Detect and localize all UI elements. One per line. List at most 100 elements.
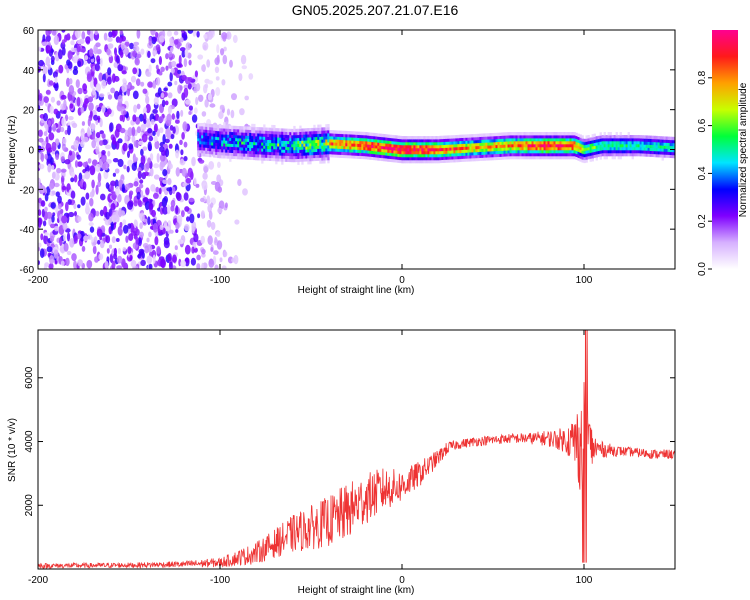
band-cell [489, 148, 492, 152]
noise-cell [190, 257, 196, 266]
band-cell [317, 124, 320, 128]
band-cell [391, 134, 394, 139]
noise-cell [221, 32, 228, 40]
band-cell [603, 137, 606, 142]
noise-cell [109, 122, 114, 132]
band-cell [229, 125, 232, 129]
band-cell [479, 154, 482, 158]
band-cell [499, 132, 502, 136]
band-cell [309, 145, 312, 150]
band-cell [231, 128, 234, 133]
band-cell [327, 127, 330, 131]
band-cell [283, 149, 286, 153]
band-cell [523, 152, 526, 157]
band-cell [405, 136, 408, 140]
band-cell [527, 155, 530, 160]
band-cell [517, 140, 520, 145]
noise-cell [85, 202, 90, 213]
noise-cell [127, 159, 134, 167]
band-cell [465, 143, 468, 147]
band-cell [385, 137, 388, 141]
band-cell [593, 148, 596, 152]
band-cell [601, 135, 604, 139]
band-cell [307, 143, 310, 147]
band-cell [633, 143, 636, 148]
noise-cell [206, 195, 211, 206]
band-cell [589, 149, 592, 153]
band-cell [449, 144, 452, 148]
band-cell [575, 135, 578, 140]
band-cell [571, 155, 574, 160]
band-cell [235, 131, 238, 136]
band-cell [647, 150, 650, 154]
noise-cell [42, 73, 46, 83]
noise-cell [147, 81, 154, 88]
noise-cell [77, 161, 83, 168]
band-cell [519, 155, 522, 160]
band-cell [281, 143, 284, 147]
band-cell [533, 137, 536, 142]
band-cell [317, 142, 320, 146]
band-cell [275, 146, 278, 150]
noise-cell [73, 140, 79, 149]
band-cell [579, 152, 582, 156]
band-cell [479, 136, 482, 140]
noise-cell [159, 153, 166, 162]
band-cell [329, 148, 332, 152]
band-cell [395, 159, 398, 163]
noise-cell [152, 50, 157, 56]
noise-cell [76, 45, 81, 53]
band-cell [637, 135, 640, 139]
band-cell [345, 133, 348, 138]
band-cell [555, 137, 558, 142]
noise-cell [183, 87, 189, 98]
noise-cell [53, 35, 60, 46]
noise-cell [83, 235, 89, 242]
noise-cell [198, 159, 205, 164]
band-cell [521, 132, 524, 136]
band-cell [657, 142, 660, 146]
band-cell [377, 139, 380, 143]
band-cell [475, 148, 478, 153]
band-cell [411, 147, 414, 152]
band-cell [545, 132, 548, 136]
band-cell [261, 160, 264, 164]
noise-cell [122, 142, 128, 152]
noise-cell [71, 34, 76, 41]
noise-cell [89, 226, 95, 233]
band-cell [449, 135, 452, 139]
band-cell [387, 137, 390, 141]
noise-cell [187, 30, 194, 34]
noise-cell [44, 232, 49, 237]
band-cell [393, 156, 396, 160]
band-cell [437, 147, 440, 152]
band-cell [481, 157, 484, 161]
band-cell [245, 156, 248, 160]
band-cell [551, 137, 554, 142]
colorbar-tick-label: 0.0 [697, 262, 708, 276]
band-cell [445, 156, 448, 160]
band-cell [609, 135, 612, 139]
band-cell [221, 152, 224, 156]
band-cell [577, 133, 580, 137]
band-cell [409, 159, 412, 164]
noise-cell [63, 99, 67, 109]
band-cell [357, 134, 360, 138]
band-cell [269, 127, 272, 132]
band-cell [493, 156, 496, 161]
band-cell [289, 146, 292, 151]
band-cell [517, 155, 520, 160]
band-cell [529, 152, 532, 157]
band-cell [259, 154, 262, 158]
noise-cell [119, 127, 126, 134]
band-cell [587, 135, 590, 139]
band-cell [537, 149, 540, 154]
noise-cell [48, 262, 54, 269]
band-cell [613, 137, 616, 142]
band-cell [299, 128, 302, 132]
band-cell [353, 152, 356, 156]
band-cell [673, 148, 675, 153]
band-cell [509, 155, 512, 160]
band-cell [453, 138, 456, 142]
noise-cell [100, 193, 106, 201]
